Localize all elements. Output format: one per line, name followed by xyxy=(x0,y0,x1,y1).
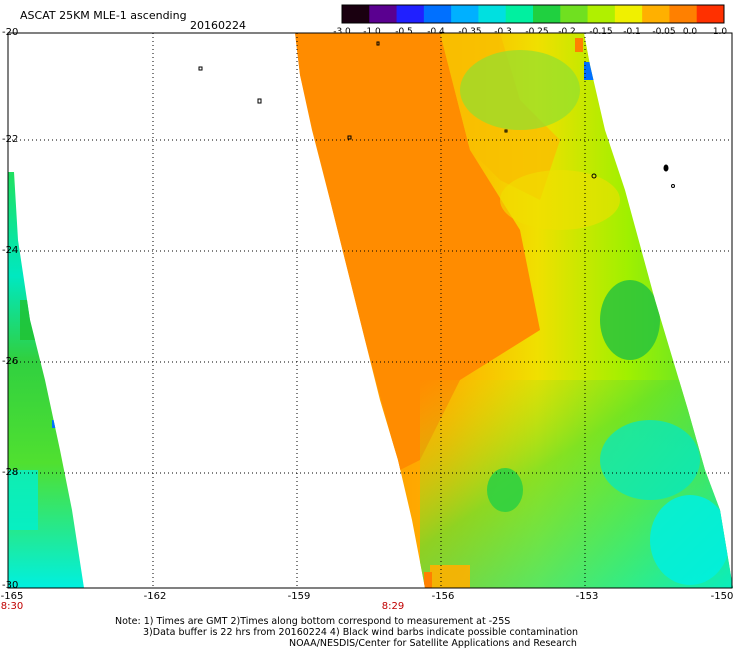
swath-left xyxy=(8,172,84,588)
colorbar-label: -0.2 xyxy=(558,27,576,37)
colorbar-label: -0.05 xyxy=(652,27,676,37)
colorbar-label: 1.0 xyxy=(712,27,728,37)
colorbar-label: -0.5 xyxy=(395,27,413,37)
note-line-1: Note: 1) Times are GMT 2)Times along bot… xyxy=(115,616,511,627)
lat-label: -20 xyxy=(2,27,19,38)
colorbar-swatch xyxy=(505,5,534,23)
colorbar-swatch xyxy=(423,5,452,23)
lon-label: -150 xyxy=(710,591,734,602)
colorbar-swatch xyxy=(560,5,589,23)
colorbar-swatch xyxy=(533,5,561,23)
colorbar-swatch xyxy=(696,5,725,23)
lon-label: -159 xyxy=(287,591,311,602)
lon-label: -165 xyxy=(0,591,24,602)
swath-right xyxy=(295,33,733,588)
colorbar-label: 0.0 xyxy=(682,27,698,37)
coastlines xyxy=(198,41,675,188)
colorbar-swatch xyxy=(342,5,370,23)
lon-label: -162 xyxy=(143,591,167,602)
colorbar-swatch xyxy=(642,5,670,23)
colorbar-swatch xyxy=(587,5,616,23)
colorbar-swatch xyxy=(669,5,698,23)
lat-label: -26 xyxy=(2,356,19,367)
colorbar-label: -1.0 xyxy=(363,27,381,37)
colorbar-swatches xyxy=(341,4,725,24)
lon-label: -156 xyxy=(431,591,455,602)
lon-label: -153 xyxy=(575,591,599,602)
time-label: 8:30 xyxy=(0,601,24,612)
colorbar-label: -0.25 xyxy=(525,27,549,37)
note-line-3: NOAA/NESDIS/Center for Satellite Applica… xyxy=(289,638,577,649)
lat-label: -24 xyxy=(2,245,19,256)
map-frame xyxy=(7,32,733,589)
colorbar-swatch xyxy=(478,5,507,23)
colorbar-label: -0.15 xyxy=(589,27,613,37)
colorbar-swatch xyxy=(451,5,479,23)
colorbar-label: -0.4 xyxy=(427,27,445,37)
product-title: ASCAT 25KM MLE-1 ascending xyxy=(20,9,187,22)
colorbar-label: -0.35 xyxy=(458,27,482,37)
note-line-2: 3)Data buffer is 22 hrs from 20160224 4)… xyxy=(143,627,579,638)
product-date: 20160224 xyxy=(190,19,246,32)
colorbar-label: -0.3 xyxy=(494,27,512,37)
colorbar-swatch xyxy=(396,5,425,23)
time-label: 8:29 xyxy=(381,601,405,612)
colorbar-swatch xyxy=(614,5,643,23)
lat-label: -30 xyxy=(2,580,19,591)
lat-label: -28 xyxy=(2,467,19,478)
colorbar-label: -0.1 xyxy=(623,27,641,37)
lat-label: -22 xyxy=(2,134,19,145)
graticule xyxy=(8,33,732,588)
colorbar-label: -3.0 xyxy=(333,27,351,37)
colorbar-swatch xyxy=(369,5,398,23)
